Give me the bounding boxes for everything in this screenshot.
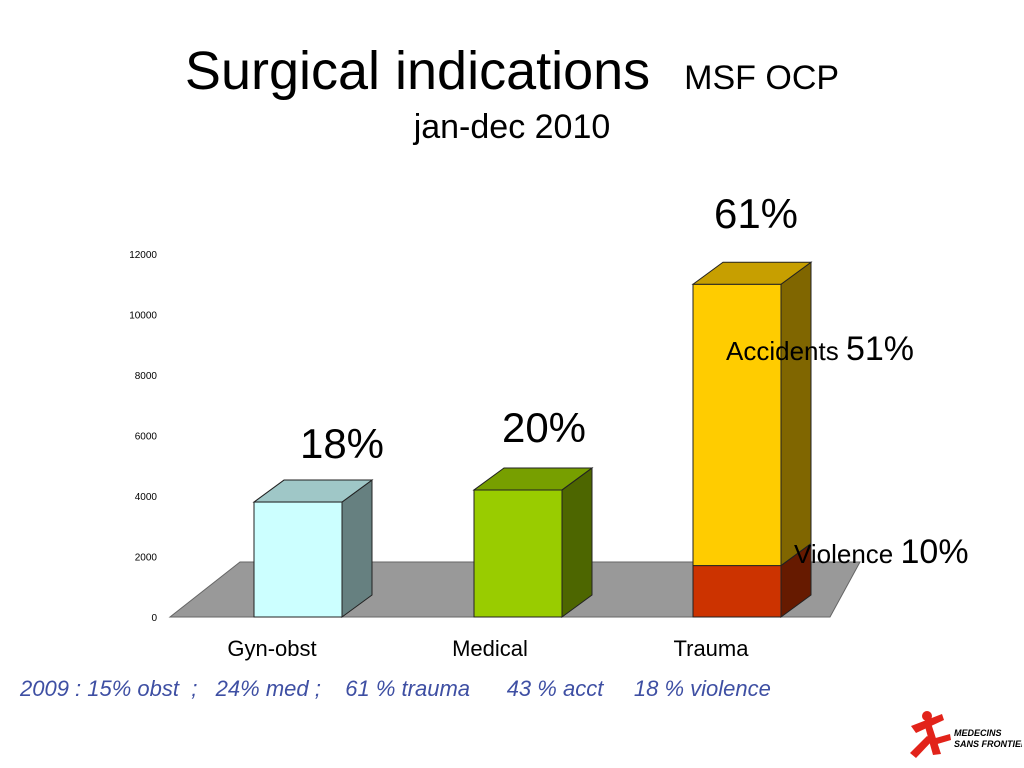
x-tick-label: Gyn-obst	[227, 636, 316, 661]
annotation-label: Accidents	[726, 336, 846, 366]
bar-gyn-obst-segment	[253, 479, 373, 618]
footnote-2009-comparison: 2009 : 15% obst ; 24% med ; 61 % trauma …	[20, 676, 771, 701]
bar-top	[691, 261, 813, 285]
bar-percentage-label: 18%	[300, 420, 384, 467]
bar-front	[692, 565, 782, 618]
x-tick-label: Trauma	[674, 636, 750, 661]
bar-percentage-label: 61%	[714, 190, 798, 237]
annotation-label: Violence	[794, 539, 901, 569]
bar-side	[561, 466, 593, 618]
annotation-value: 10%	[901, 533, 969, 571]
msf-figure-icon	[910, 711, 951, 758]
y-tick-label: 6000	[135, 432, 158, 443]
bar-side	[780, 261, 812, 567]
y-tick-label: 4000	[135, 492, 158, 503]
bar-trauma-segment	[692, 261, 812, 567]
x-tick-label: Medical	[452, 636, 528, 661]
segment-annotation: Violence 10%	[794, 533, 969, 571]
title-organization: MSF OCP	[684, 59, 840, 97]
msf-logo: MEDECINS SANS FRONTIERES	[910, 711, 1022, 758]
bar-front	[692, 283, 782, 567]
segment-annotation: Accidents 51%	[726, 330, 914, 368]
y-tick-label: 8000	[135, 371, 158, 382]
y-tick-label: 10000	[129, 311, 157, 322]
annotation-value: 51%	[846, 330, 914, 368]
y-tick-label: 12000	[129, 250, 157, 261]
logo-line-2: SANS FRONTIERES	[954, 739, 1022, 749]
bar-front	[473, 489, 563, 618]
bar-side	[341, 479, 373, 618]
slide-title: Surgical indications MSF OCP	[0, 40, 1024, 102]
title-main: Surgical indications	[184, 41, 651, 101]
bar-trauma-segment	[692, 542, 812, 618]
bar-top	[472, 467, 594, 491]
bar-percentage-label: 20%	[502, 404, 586, 451]
bar-medical-segment	[473, 466, 593, 618]
slide-subtitle: jan-dec 2010	[413, 108, 611, 146]
logo-line-1: MEDECINS	[954, 728, 1002, 738]
y-tick-label: 0	[151, 613, 157, 624]
bar-front	[253, 501, 343, 618]
y-tick-label: 2000	[135, 553, 158, 564]
bar-top	[252, 479, 374, 503]
